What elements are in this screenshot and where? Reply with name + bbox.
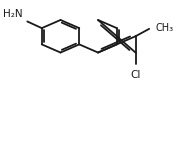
Text: CH₃: CH₃ xyxy=(155,23,173,33)
Text: Cl: Cl xyxy=(130,70,141,80)
Text: H₂N: H₂N xyxy=(3,8,22,18)
